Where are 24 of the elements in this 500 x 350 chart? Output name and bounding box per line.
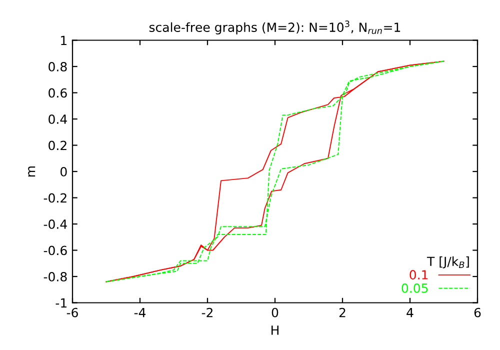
y-tick-label: 0.2: [48, 140, 66, 150]
x-tick-label: 6: [474, 308, 481, 318]
x-tick-label: -4: [134, 308, 146, 318]
y-tick-label: -0.8: [44, 272, 67, 282]
legend-title: T [J/k$_{B}$]: [426, 256, 469, 268]
y-tick-label: 1: [61, 36, 66, 45]
legend-label: 0.1: [410, 270, 428, 280]
y-tick-label: -0.2: [44, 193, 66, 203]
y-tick-label: -0.4: [44, 219, 67, 229]
legend-label: 0.05: [402, 283, 428, 293]
y-tick-label: 0.8: [48, 62, 67, 72]
x-axis-title: H: [272, 326, 278, 335]
x-tick-label: -2: [202, 308, 212, 318]
x-tick-label: -6: [66, 308, 78, 318]
chart-title: scale-free graphs (M=2): N=10$^{3}$, N$_{run}$=1: [149, 20, 400, 34]
y-axis-title: m: [28, 166, 36, 176]
y-tick-label: -0.6: [44, 246, 67, 256]
y-tick-label: 0: [60, 166, 67, 176]
x-tick-label: 0: [272, 308, 278, 318]
y-tick-label: 0.6: [48, 88, 67, 98]
y-tick-label: 0.4: [48, 114, 67, 124]
y-tick-label: -1: [56, 298, 66, 308]
x-tick-label: 2: [339, 308, 346, 318]
x-tick-label: 4: [406, 308, 414, 318]
